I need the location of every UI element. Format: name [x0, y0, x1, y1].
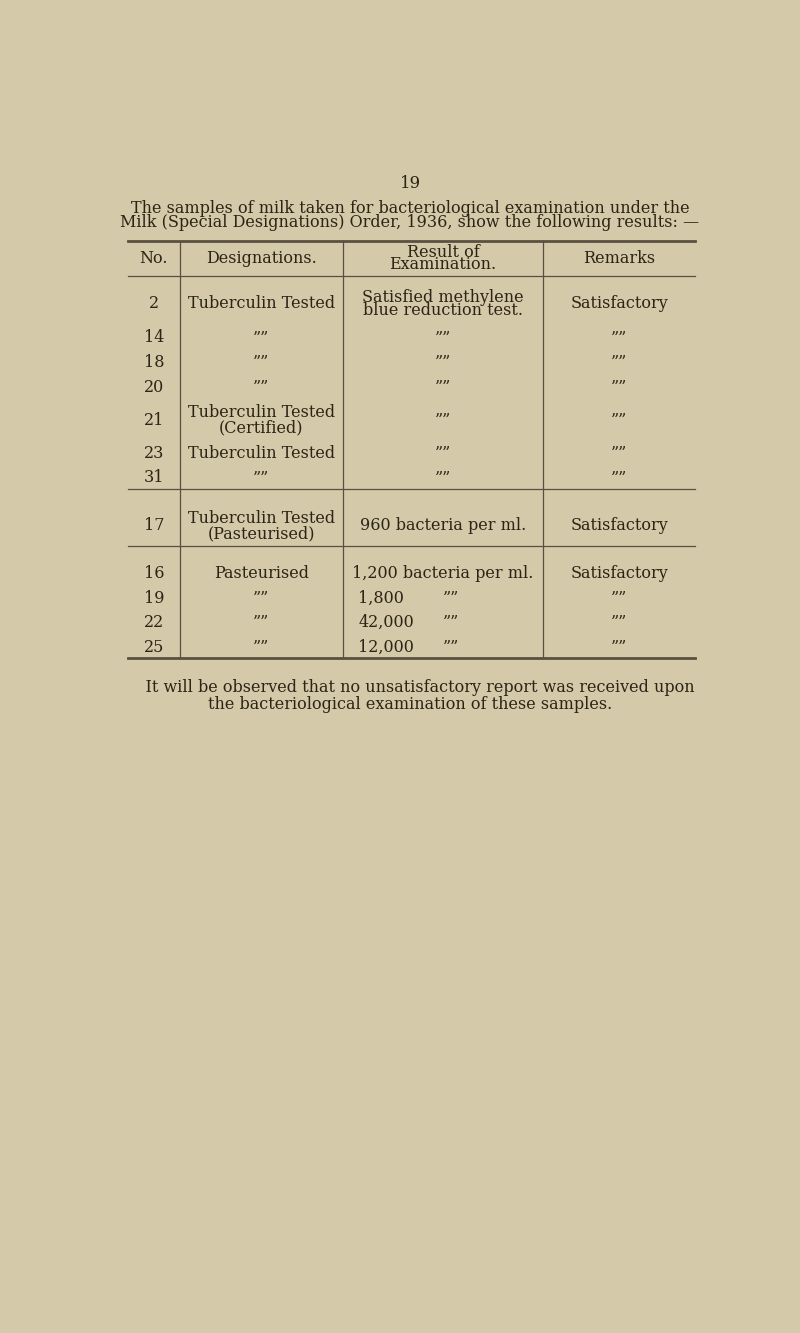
Text: 12,000: 12,000: [358, 639, 414, 656]
Text: ””: ””: [253, 469, 270, 487]
Text: ””: ””: [253, 379, 270, 396]
Text: ””: ””: [435, 412, 451, 429]
Text: 42,000: 42,000: [358, 615, 414, 632]
Text: ””: ””: [443, 639, 459, 656]
Text: ””: ””: [435, 329, 451, 347]
Text: Tuberculin Tested: Tuberculin Tested: [188, 445, 334, 461]
Text: 19: 19: [144, 589, 164, 607]
Text: ””: ””: [435, 445, 451, 461]
Text: 22: 22: [144, 615, 164, 632]
Text: ””: ””: [253, 355, 270, 371]
Text: Tuberculin Tested: Tuberculin Tested: [188, 296, 334, 312]
Text: Examination.: Examination.: [390, 256, 497, 273]
Text: 16: 16: [144, 565, 164, 583]
Text: ””: ””: [611, 445, 627, 461]
Text: ””: ””: [611, 355, 627, 371]
Text: ””: ””: [611, 412, 627, 429]
Text: 25: 25: [144, 639, 164, 656]
Text: Satisfactory: Satisfactory: [570, 296, 668, 312]
Text: 2: 2: [149, 296, 159, 312]
Text: 960 bacteria per ml.: 960 bacteria per ml.: [360, 517, 526, 535]
Text: (Pasteurised): (Pasteurised): [207, 525, 315, 543]
Text: ””: ””: [253, 639, 270, 656]
Text: Remarks: Remarks: [583, 251, 655, 267]
Text: It will be observed that no unsatisfactory report was received upon: It will be observed that no unsatisfacto…: [125, 678, 695, 696]
Text: ””: ””: [611, 469, 627, 487]
Text: Satisfied methylene: Satisfied methylene: [362, 288, 524, 305]
Text: Satisfactory: Satisfactory: [570, 565, 668, 583]
Text: 14: 14: [144, 329, 164, 347]
Text: ””: ””: [611, 639, 627, 656]
Text: ””: ””: [253, 615, 270, 632]
Text: The samples of milk taken for bacteriological examination under the: The samples of milk taken for bacteriolo…: [130, 200, 690, 217]
Text: ””: ””: [435, 355, 451, 371]
Text: ””: ””: [435, 379, 451, 396]
Text: Result of: Result of: [406, 244, 479, 261]
Text: 31: 31: [144, 469, 164, 487]
Text: Tuberculin Tested: Tuberculin Tested: [188, 404, 334, 421]
Text: ””: ””: [435, 469, 451, 487]
Text: 23: 23: [144, 445, 164, 461]
Text: 1,200 bacteria per ml.: 1,200 bacteria per ml.: [352, 565, 534, 583]
Text: ””: ””: [611, 379, 627, 396]
Text: ””: ””: [443, 615, 459, 632]
Text: ””: ””: [611, 615, 627, 632]
Text: ””: ””: [611, 329, 627, 347]
Text: the bacteriological examination of these samples.: the bacteriological examination of these…: [208, 696, 612, 713]
Text: Pasteurised: Pasteurised: [214, 565, 309, 583]
Text: 21: 21: [144, 412, 164, 429]
Text: Designations.: Designations.: [206, 251, 317, 267]
Text: ””: ””: [253, 329, 270, 347]
Text: Satisfactory: Satisfactory: [570, 517, 668, 535]
Text: 20: 20: [144, 379, 164, 396]
Text: 17: 17: [144, 517, 164, 535]
Text: blue reduction test.: blue reduction test.: [363, 303, 523, 320]
Text: 18: 18: [144, 355, 164, 371]
Text: ””: ””: [611, 589, 627, 607]
Text: No.: No.: [140, 251, 168, 267]
Text: (Certified): (Certified): [219, 420, 303, 436]
Text: ””: ””: [443, 589, 459, 607]
Text: 19: 19: [399, 175, 421, 192]
Text: 1,800: 1,800: [358, 589, 404, 607]
Text: Milk (Special Designations) Order, 1936, show the following results: —: Milk (Special Designations) Order, 1936,…: [121, 213, 699, 231]
Text: Tuberculin Tested: Tuberculin Tested: [188, 509, 334, 527]
Text: ””: ””: [253, 589, 270, 607]
